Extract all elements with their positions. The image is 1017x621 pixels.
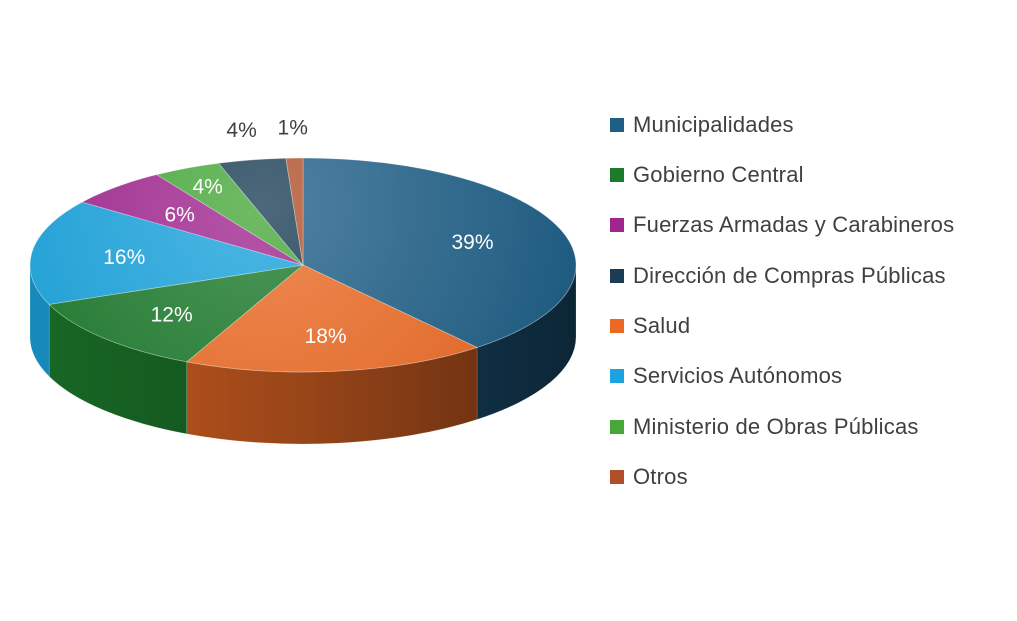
legend-label: Servicios Autónomos (633, 363, 843, 389)
legend-swatch (610, 319, 624, 334)
legend-item-fuerzas-armadas-y-carabineros: Fuerzas Armadas y Carabineros (610, 212, 955, 238)
legend-label: Gobierno Central (633, 161, 804, 187)
legend-swatch (610, 167, 624, 182)
data-label-otros: 1% (278, 117, 308, 140)
legend-label: Dirección de Compras Públicas (633, 262, 946, 288)
legend-swatch (610, 117, 624, 132)
slice-gobierno-central (48, 264, 305, 363)
slice-municipalidades (302, 157, 577, 348)
legend-label: Salud (633, 313, 691, 339)
legend-swatch (610, 369, 624, 384)
pie-top-slices (29, 157, 577, 373)
data-label-direccion-de-compras-publicas: 4% (226, 119, 256, 142)
legend-item-direccion-de-compras-publicas: Dirección de Compras Públicas (610, 263, 954, 288)
data-label-salud: 18% (305, 325, 347, 348)
legend-swatch (610, 419, 624, 434)
legend-item-ministerio-de-obras-publicas: Ministerio de Obras Públicas (610, 414, 954, 439)
slice-salud (185, 264, 479, 373)
data-label-ministerio-de-obras-publicas: 4% (193, 176, 223, 199)
slice-servicios-autonomos (29, 201, 304, 305)
pie-data-labels: 39% 18% 12% 16% 6% 4% 4% 1% (103, 117, 493, 348)
legend-item-otros: Otros (610, 464, 954, 490)
data-label-gobierno-central: 12% (151, 303, 193, 326)
pie-chart: 39% 18% 12% 16% 6% 4% 4% 1% (29, 117, 577, 445)
legend-swatch (610, 470, 624, 485)
legend-label: Fuerzas Armadas y Carabineros (633, 212, 955, 238)
slice-fuerzas-armadas-y-carabineros (81, 174, 304, 266)
legend-item-servicios-autonomos: Servicios Autónomos (610, 363, 954, 389)
chart-legend: Municipalidades Gobierno Central Fuerzas A… (610, 112, 954, 515)
legend-swatch (610, 218, 624, 233)
pie-side-walls (29, 264, 577, 445)
legend-label: Municipalidades (633, 111, 794, 137)
legend-item-salud: Salud (610, 313, 954, 339)
legend-swatch (610, 268, 624, 283)
data-label-fuerzas-armadas-y-carabineros: 6% (164, 204, 194, 227)
data-label-municipalidades: 39% (452, 231, 494, 254)
slice-otros (285, 157, 304, 266)
slice-ministerio-de-obras-publicas (155, 162, 304, 266)
legend-item-gobierno-central: Gobierno Central (610, 162, 954, 187)
slice-direccion-de-compras-publicas (217, 157, 304, 267)
legend-label: Otros (633, 464, 688, 490)
data-label-servicios-autonomos: 16% (103, 246, 145, 269)
legend-item-municipalidades: Municipalidades (610, 112, 954, 137)
legend-label: Ministerio de Obras Públicas (633, 413, 919, 439)
